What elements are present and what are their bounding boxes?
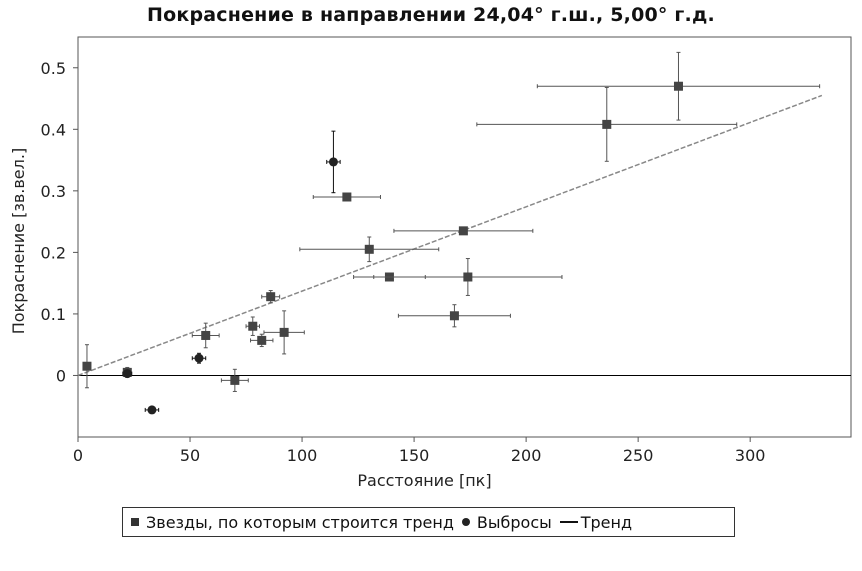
line-marker-icon — [559, 521, 578, 523]
data-point-trend-star — [261, 290, 281, 304]
data-point-trend-star — [397, 304, 511, 328]
legend-item-trend-stars: Звезды, по которым строится тренд — [131, 513, 454, 532]
y-tick-label: 0.5 — [41, 59, 66, 78]
data-point-trend-star — [373, 258, 563, 296]
x-axis-label: Расстояние [пк] — [357, 471, 491, 490]
square-marker — [257, 335, 267, 345]
trend-line — [77, 94, 823, 377]
x-tick-label: 250 — [623, 446, 654, 465]
square-marker — [449, 311, 459, 321]
square-marker — [279, 327, 289, 337]
circle-marker — [328, 157, 338, 167]
data-point-outlier — [122, 369, 133, 379]
square-marker — [364, 244, 374, 254]
square-marker — [201, 330, 211, 340]
square-marker — [602, 119, 612, 129]
data-point-trend-star — [299, 236, 440, 263]
x-tick-label: 300 — [735, 446, 766, 465]
legend-label-outliers: Выбросы — [476, 512, 552, 532]
y-tick-label: 0.4 — [41, 120, 66, 139]
square-marker — [673, 81, 683, 91]
y-tick-label: 0 — [56, 366, 66, 385]
x-tick-label: 100 — [287, 446, 318, 465]
data-point-outlier — [144, 405, 160, 415]
circle-marker — [147, 405, 157, 415]
x-tick-label: 200 — [511, 446, 542, 465]
data-point-trend-star — [250, 333, 274, 348]
data-point-outlier — [191, 352, 207, 364]
square-marker — [248, 321, 258, 331]
legend: Звезды, по которым строится тренд Выброс… — [122, 507, 735, 537]
x-tick-label: 50 — [180, 446, 200, 465]
data-point-outlier — [326, 130, 341, 194]
square-marker-icon — [131, 518, 139, 526]
circle-marker — [122, 369, 132, 379]
legend-label-trend: Тренд — [580, 512, 633, 532]
data-point-trend-star — [245, 316, 260, 336]
circle-marker-icon — [461, 518, 470, 526]
circle-marker — [194, 353, 204, 363]
data-point-trend-star — [82, 344, 92, 389]
data-point-trend-star — [263, 310, 305, 355]
chart-title: Покраснение в направлении 24,04° г.ш., 5… — [147, 4, 715, 26]
x-tick-label: 150 — [399, 446, 430, 465]
x-tick-label: 0 — [73, 446, 83, 465]
data-point-trend-star — [476, 86, 738, 162]
y-tick-label: 0.3 — [41, 182, 66, 201]
data-point-trend-star — [312, 192, 381, 202]
data-point-trend-star — [536, 51, 821, 121]
plot-frame — [77, 36, 852, 438]
square-marker — [230, 375, 240, 385]
y-tick-label: 0.1 — [41, 305, 66, 324]
square-marker — [82, 361, 92, 371]
data-point-trend-star — [191, 322, 220, 349]
square-marker — [266, 292, 276, 302]
square-marker — [342, 192, 352, 202]
y-tick-label: 0.2 — [41, 243, 66, 262]
square-marker — [458, 226, 468, 236]
legend-label-trend-stars: Звезды, по которым строится тренд — [146, 512, 454, 532]
y-axis-label: Покраснение [зв.вел.] — [9, 148, 28, 334]
data-point-trend-star — [220, 368, 249, 392]
data-point-trend-star — [393, 226, 534, 236]
square-marker — [463, 272, 473, 282]
legend-item-trend: Тренд — [559, 512, 633, 532]
legend-item-outliers: Выбросы — [461, 512, 552, 532]
